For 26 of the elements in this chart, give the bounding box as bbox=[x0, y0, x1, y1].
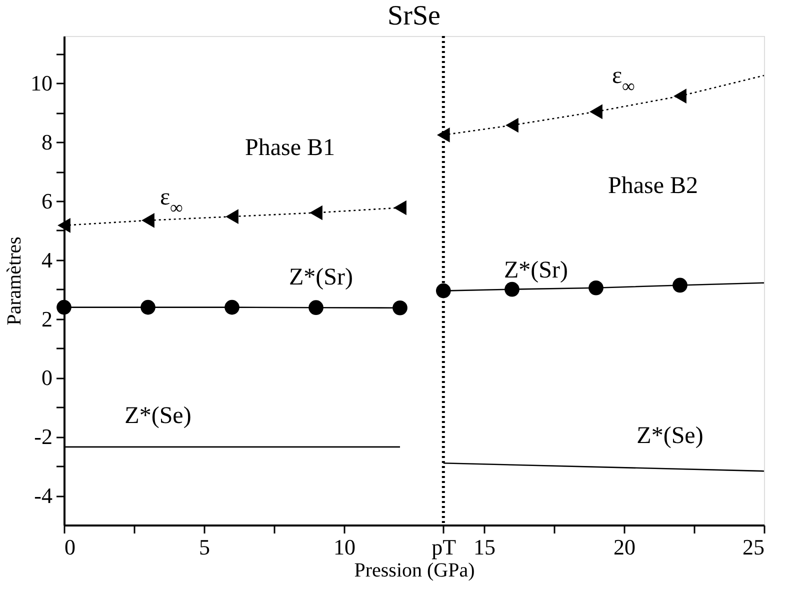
y-axis-title: Paramètres bbox=[4, 236, 26, 326]
annotation: Phase B1 bbox=[245, 135, 335, 161]
annotation: Phase B2 bbox=[608, 173, 698, 199]
x-tick-label: 25 bbox=[742, 534, 764, 560]
x-tick-label: 0 bbox=[64, 534, 76, 560]
series-label: ε∞ bbox=[160, 184, 183, 218]
series-label: Z*(Sr) bbox=[289, 264, 353, 291]
series-label: ε∞ bbox=[612, 63, 635, 96]
x-tick-label: 20 bbox=[614, 534, 636, 560]
y-tick-label: -2 bbox=[34, 424, 52, 450]
x-tick-label: 5 bbox=[199, 534, 210, 560]
series-label: Z*(Se) bbox=[124, 402, 192, 429]
x-tick-label: 15 bbox=[474, 534, 496, 560]
x-axis-title: Pression (GPa) bbox=[354, 560, 475, 582]
y-tick-label: 10 bbox=[30, 70, 52, 96]
y-tick-label: 4 bbox=[42, 247, 52, 272]
y-tick-label: -4 bbox=[34, 483, 52, 508]
x-tick-label: pT bbox=[432, 534, 457, 560]
y-tick-label: 0 bbox=[42, 365, 52, 390]
x-tick-label: 10 bbox=[334, 534, 356, 560]
y-tick-label: 6 bbox=[42, 188, 52, 214]
y-tick-label: 8 bbox=[42, 130, 52, 155]
series-label: Z*(Sr) bbox=[504, 257, 568, 284]
series-label: Z*(Se) bbox=[636, 423, 704, 450]
chart-title: SrSe bbox=[388, 0, 440, 32]
y-tick-label: 2 bbox=[42, 306, 52, 332]
